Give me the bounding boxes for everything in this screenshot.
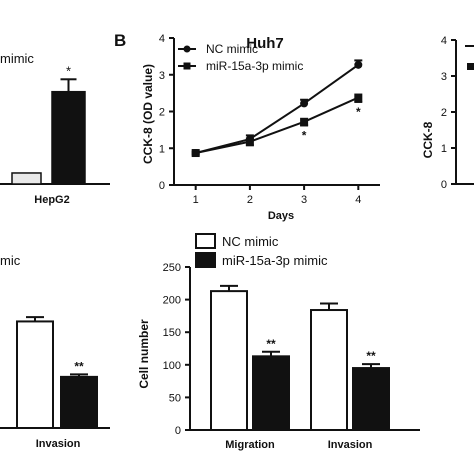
data-point	[300, 99, 309, 108]
x-tick-label: 1	[193, 194, 199, 206]
b-series: **	[191, 59, 363, 158]
bar-mir-15a-3p-mimic	[60, 375, 98, 430]
e-axes: 0 50 100 150 200 250 Migration Invasion	[163, 262, 420, 451]
c-axes: 0 1 2 3 4	[441, 35, 474, 191]
y-tick-label: 2	[159, 107, 165, 119]
legend-swatch	[195, 233, 216, 249]
y-tick-label: 4	[159, 33, 165, 45]
y-tick-label: 0	[159, 180, 165, 192]
y-tick-label: 2	[441, 107, 447, 119]
y-axis-label: Cell number	[137, 319, 151, 389]
significance-mark: *	[302, 128, 307, 142]
panel-b: B Huh7 CCK-8 (OD value) Days 0 1 2 3 4 1 2 3 4 *…	[114, 31, 380, 222]
x-axis-label: Days	[268, 210, 294, 222]
x-tick-label: 2	[247, 194, 253, 206]
x-tick-label: Invasion	[328, 439, 373, 451]
panel-c-fragment: CCK-8 0 1 2 3 4	[421, 35, 474, 191]
y-tick-label: 1	[441, 143, 447, 155]
legend-swatch	[195, 252, 216, 268]
panel-d-fragment: mic ** Invasion	[0, 253, 110, 450]
data-point	[354, 60, 363, 69]
data-point	[354, 93, 363, 102]
data-point	[300, 117, 309, 126]
legend-cut-text: mimic	[0, 51, 34, 66]
x-tick-label-hepg2: HepG2	[34, 194, 69, 206]
significance-mark: *	[356, 105, 361, 119]
y-tick-label: 3	[441, 71, 447, 83]
panel-a-fragment: mimic * HepG2	[0, 51, 110, 206]
data-point	[245, 137, 254, 146]
bar-nc-mimic	[310, 309, 348, 432]
y-tick-label: 3	[159, 70, 165, 82]
y-tick-label: 150	[163, 327, 181, 339]
x-tick-label: 3	[301, 194, 307, 206]
a-bars: *	[11, 63, 86, 185]
legend-marker	[183, 62, 191, 70]
bar-mir-15a-3p-mimic	[252, 355, 290, 432]
legend-cut-text: mic	[0, 253, 21, 268]
data-point	[191, 149, 200, 158]
chart-title-huh7: Huh7	[246, 35, 284, 52]
y-tick-label: 0	[441, 179, 447, 191]
legend-label: miR-15a-3p mimic	[222, 253, 328, 268]
e-legend: NC mimic miR-15a-3p mimic	[195, 233, 328, 268]
significance-mark: *	[66, 63, 71, 78]
y-tick-label: 1	[159, 143, 165, 155]
e-bars: ** **	[210, 284, 390, 432]
panel-letter-b: B	[114, 31, 126, 50]
series-line-mir-15a-3p-mimic	[195, 96, 359, 155]
y-axis-label: CCK-8 (OD value)	[141, 64, 155, 164]
x-tick-label: 4	[355, 194, 361, 206]
series-line-nc-mimic	[195, 64, 359, 154]
y-tick-label: 4	[441, 35, 447, 47]
legend-label: NC mimic	[206, 42, 258, 56]
y-tick-label: 200	[163, 295, 181, 307]
legend-label: miR-15a-3p mimic	[206, 59, 303, 73]
bar-mir-15a-3p-mimic	[51, 90, 86, 185]
panel-e: Cell number 0 50 100 150 200 250 Migration Inva…	[137, 233, 420, 451]
significance-mark: **	[266, 337, 276, 351]
y-tick-label: 250	[163, 262, 181, 274]
y-axis-label: CCK-8	[421, 121, 435, 158]
y-tick-label: 50	[169, 392, 181, 404]
significance-mark: **	[366, 349, 376, 363]
y-tick-label: 100	[163, 360, 181, 372]
b-legend: NC mimic miR-15a-3p mimic	[178, 42, 303, 73]
significance-mark: **	[74, 359, 84, 373]
legend-marker	[183, 45, 191, 53]
d-bars: **	[16, 316, 98, 430]
x-tick-label: Migration	[225, 439, 275, 451]
bar-nc-mimic	[210, 290, 248, 431]
legend-label: NC mimic	[222, 234, 279, 249]
b-axes: 0 1 2 3 4 1 2 3 4	[159, 33, 380, 206]
bar-nc-mimic	[11, 172, 42, 185]
legend-marker	[467, 63, 474, 70]
y-tick-label: 0	[175, 425, 181, 437]
bar-mir-15a-3p-mimic	[352, 367, 390, 431]
bar-nc-mimic	[16, 320, 54, 430]
x-tick-label-invasion: Invasion	[36, 438, 81, 450]
